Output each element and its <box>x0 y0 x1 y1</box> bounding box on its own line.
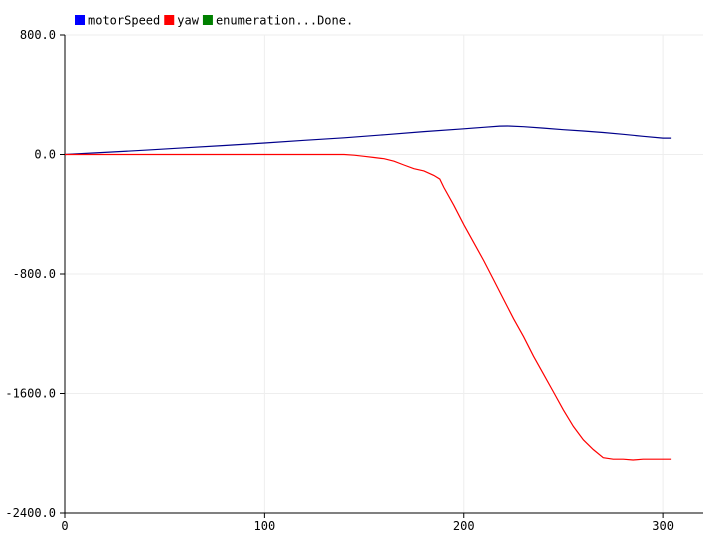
x-tick-label: 300 <box>652 519 674 533</box>
series-line-motorspeed <box>64 125 672 156</box>
legend-items: motorSpeed yaw enumeration...Done. <box>75 14 353 28</box>
x-tick-label: 200 <box>453 519 475 533</box>
series-lines <box>64 125 672 461</box>
y-tick-label: -1600.0 <box>5 387 56 401</box>
legend-swatch <box>202 15 213 25</box>
legend-swatch <box>164 15 175 25</box>
legend-swatch <box>75 15 85 25</box>
series-line-yaw <box>65 153 672 461</box>
axes: 800.0 0.0 -800.0 -1600.0 -2400.0 0 100 200 300 <box>5 28 703 533</box>
legend-label: enumeration...Done. <box>216 14 353 28</box>
legend-label: motorSpeed <box>88 14 160 28</box>
legend-label: yaw <box>177 14 199 28</box>
x-tick-label: 0 <box>61 519 68 533</box>
y-tick-label: 800.0 <box>20 28 56 42</box>
y-tick-label: -800.0 <box>13 267 56 281</box>
y-tick-label: -2400.0 <box>5 506 56 520</box>
y-tick-label: 0.0 <box>34 148 56 162</box>
x-tick-label: 100 <box>254 519 276 533</box>
grid <box>64 34 703 514</box>
